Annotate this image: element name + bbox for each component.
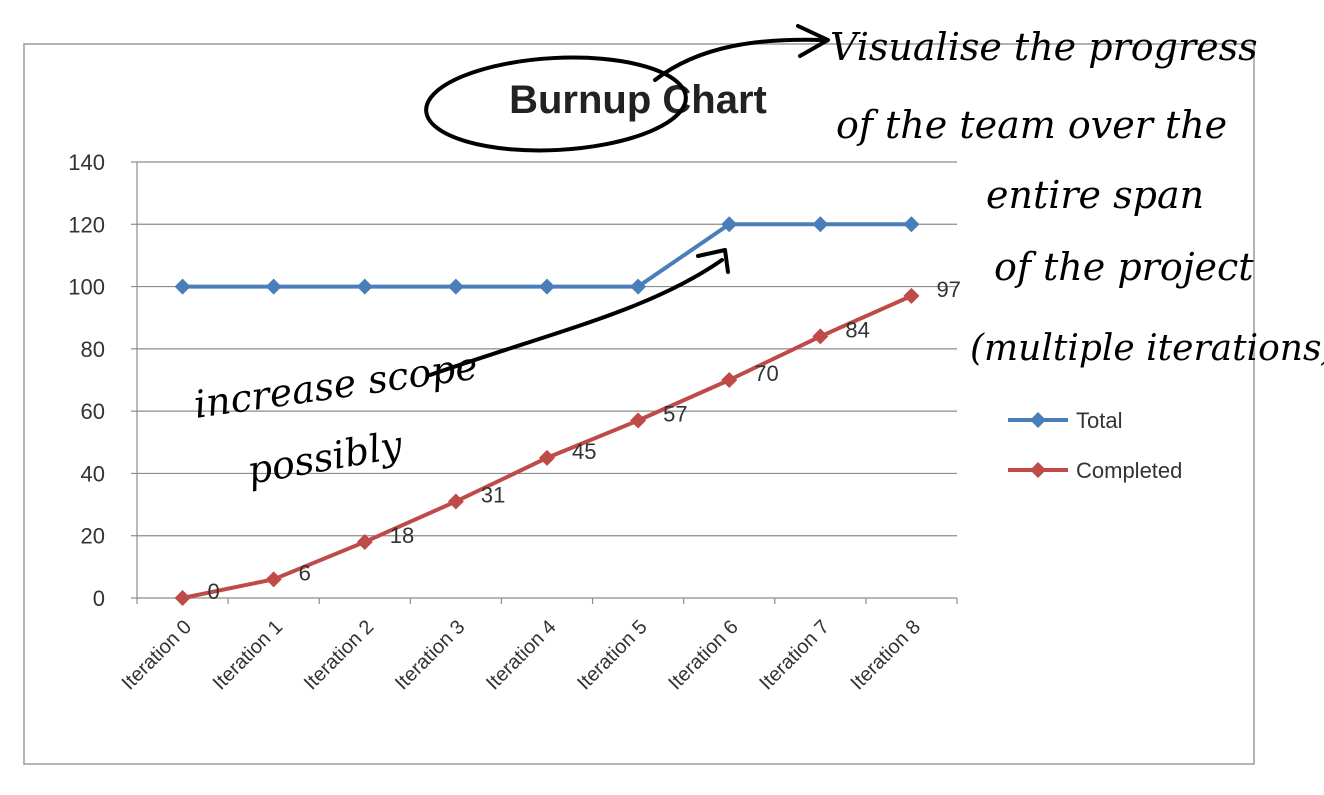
- data-point-total: [721, 216, 738, 233]
- y-tick-label: 120: [68, 212, 105, 237]
- note-arrow-head: [796, 24, 830, 58]
- data-point-completed: [447, 493, 464, 510]
- y-tick-label: 60: [81, 399, 105, 424]
- note-line-5: (multiple iterations): [970, 328, 1324, 369]
- y-tick-label: 80: [81, 337, 105, 362]
- data-label: 57: [663, 401, 687, 426]
- chart-title: Burnup Chart: [509, 78, 767, 122]
- legend-marker: [1030, 462, 1046, 478]
- data-point-completed: [812, 328, 829, 345]
- chart-frame: [23, 43, 1255, 765]
- data-point-completed: [265, 571, 282, 588]
- note-line-3: entire span: [986, 173, 1204, 217]
- data-point-total: [812, 216, 829, 233]
- data-label: 6: [299, 560, 311, 585]
- scope-arrow-head: [696, 248, 730, 274]
- data-label: 45: [572, 439, 596, 464]
- y-tick-label: 20: [81, 524, 105, 549]
- y-tick-label: 100: [68, 275, 105, 300]
- data-point-total: [356, 278, 373, 295]
- data-label: 70: [754, 361, 778, 386]
- data-point-total: [174, 278, 191, 295]
- data-point-completed: [721, 372, 738, 388]
- y-tick-label: 140: [68, 150, 105, 175]
- data-point-total: [903, 216, 920, 233]
- series: [174, 216, 920, 606]
- data-point-total: [265, 278, 282, 295]
- note-line-1: Visualise the progress: [830, 25, 1258, 69]
- data-point-completed: [539, 449, 555, 466]
- data-point-completed: [903, 287, 920, 304]
- data-point-completed: [356, 533, 373, 550]
- legend-label: Total: [1076, 408, 1122, 433]
- data-labels: 0 6 18 31 45 57 70 84 97: [208, 277, 961, 604]
- scope-arrow: [428, 258, 724, 377]
- y-tick-label: 40: [81, 461, 105, 486]
- data-label: 18: [390, 523, 414, 548]
- legend-label: Completed: [1076, 458, 1182, 483]
- data-point-completed: [630, 412, 647, 429]
- note-arrow: [653, 37, 827, 82]
- data-point-total: [630, 278, 647, 295]
- data-label: 97: [936, 277, 960, 302]
- data-point-total: [539, 278, 555, 295]
- note-line-4: of the project: [994, 245, 1254, 289]
- y-tick-label: 0: [93, 586, 105, 611]
- data-label: 31: [481, 482, 505, 507]
- data-label: 84: [845, 317, 869, 342]
- data-point-total: [447, 278, 464, 295]
- data-label: 0: [208, 579, 220, 604]
- legend: Total Completed: [1008, 408, 1182, 483]
- data-point-completed: [174, 590, 191, 606]
- title-circle: [424, 55, 688, 153]
- legend-marker: [1030, 412, 1046, 428]
- note-line-2: of the team over the: [836, 103, 1227, 147]
